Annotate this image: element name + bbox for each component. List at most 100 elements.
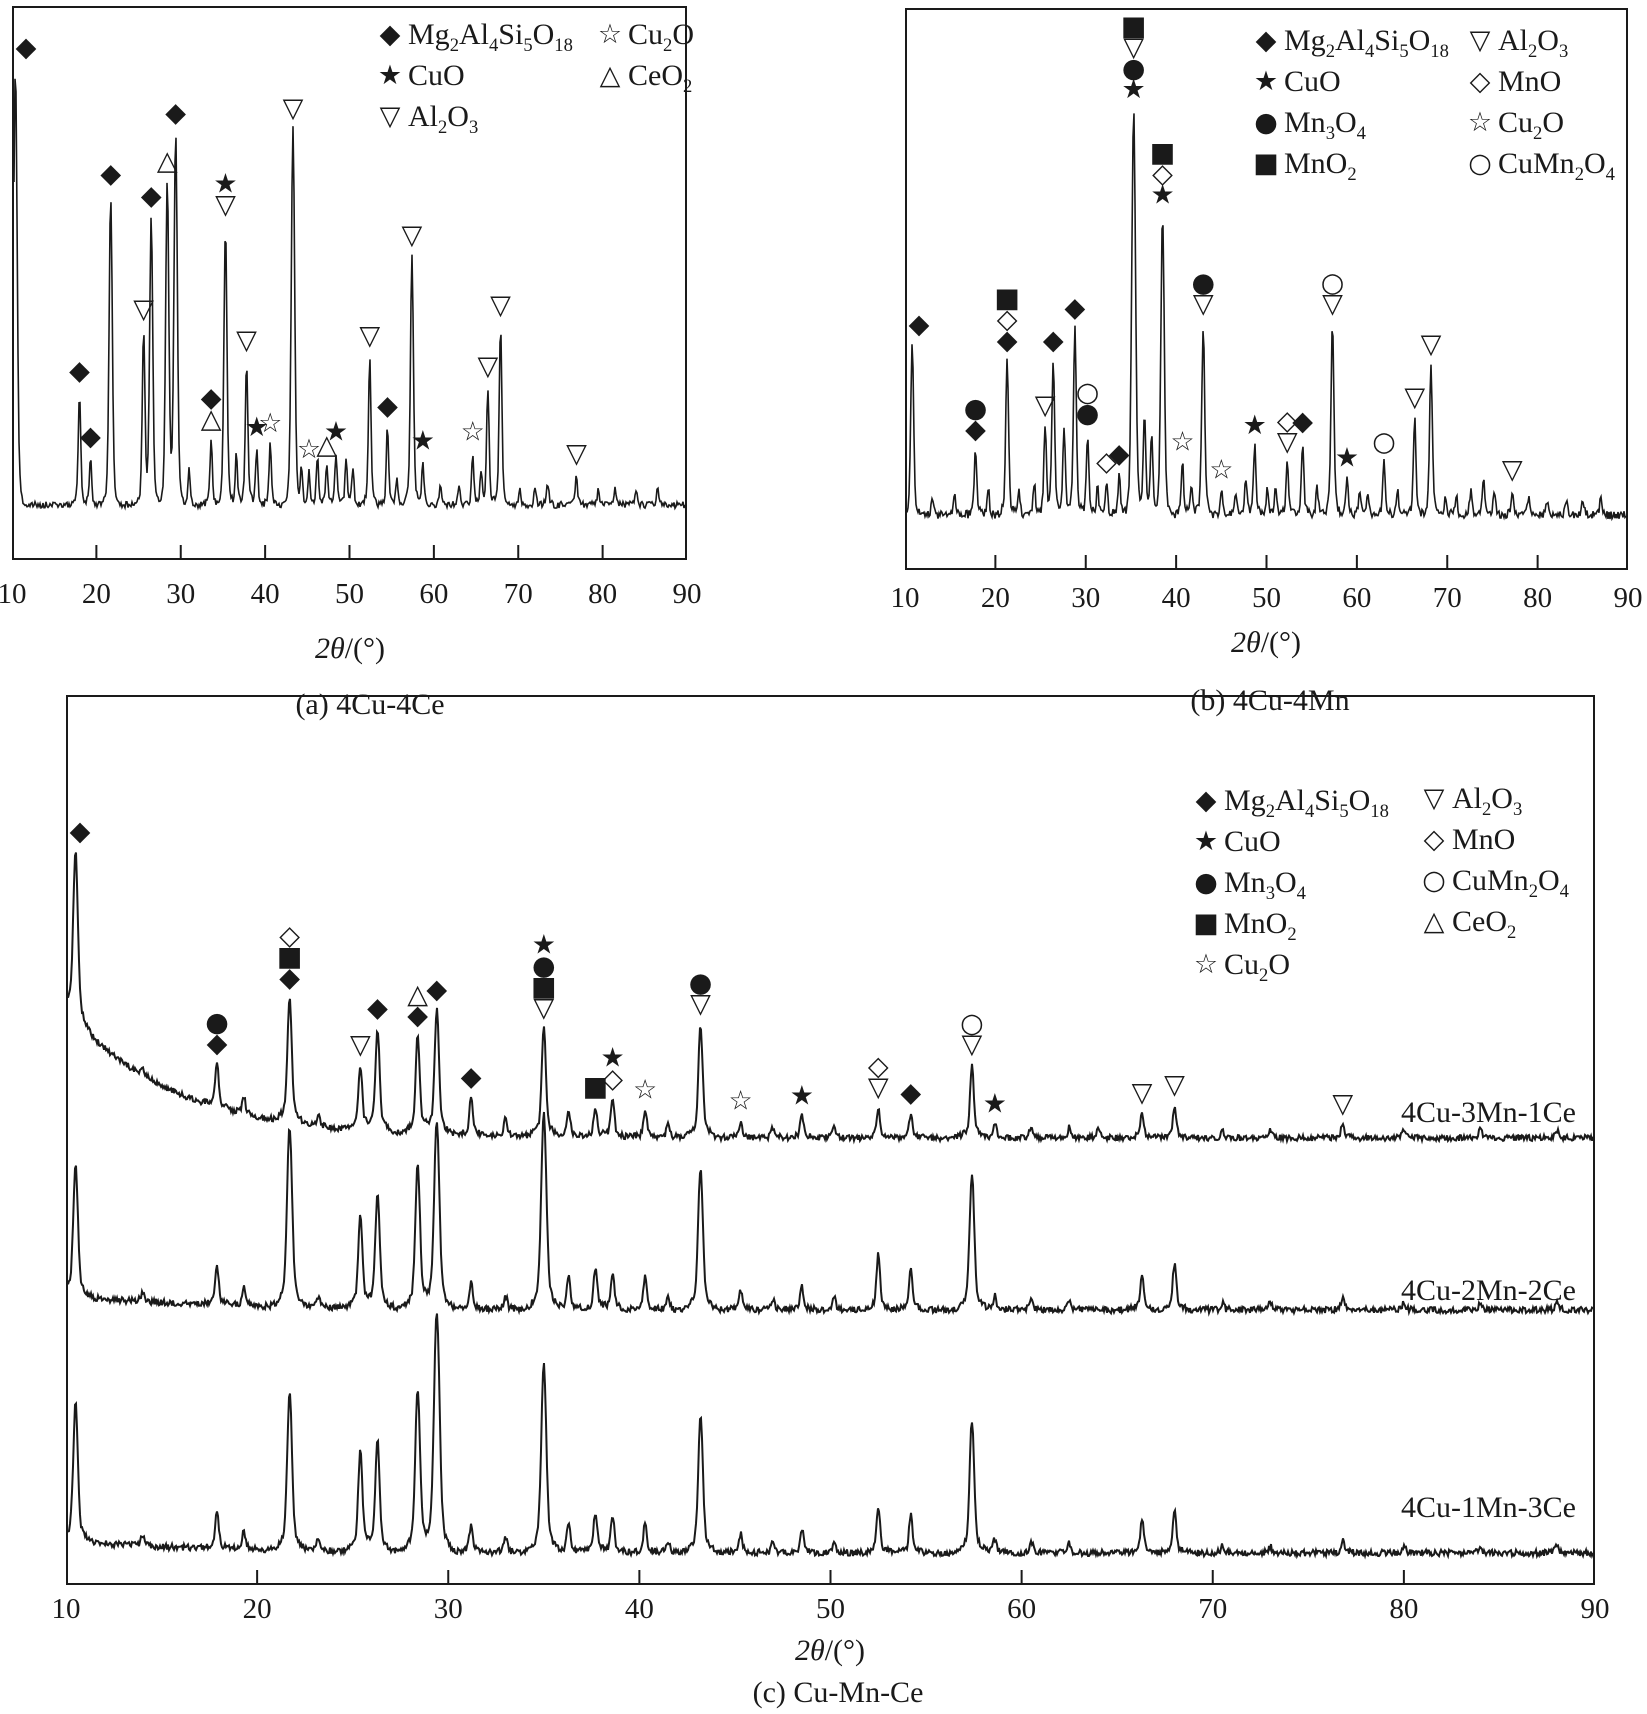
xrd-curve-4Cu-1Mn-3Ce <box>67 1313 1594 1560</box>
panel-a-legend-col-2: ☆ Cu2O △ CeO2 <box>592 14 694 96</box>
filled-circle-icon: ● <box>205 1007 229 1038</box>
filled-star-icon: ★ <box>213 168 237 199</box>
filled-diamond-icon: ◆ <box>900 1078 921 1109</box>
legend-phase-label: MnO2 <box>1224 906 1297 945</box>
filled-diamond-icon: ◆ <box>16 32 37 63</box>
panel-c-legend-col-1: ◆ Mg2Al4Si5O18 ★ CuO ● Mn3O4 ■ MnO2 ☆ Cu2O <box>1188 780 1389 985</box>
open-down-triangle-icon: ▽ <box>1193 289 1214 320</box>
x-tick-label: 70 <box>1198 1593 1228 1625</box>
open-up-triangle-icon: △ <box>407 979 428 1010</box>
filled-star-icon: ★ <box>1335 443 1359 474</box>
filled-diamond-icon: ◆ <box>1065 293 1086 324</box>
legend-phase-label: Cu2O <box>628 17 694 56</box>
open-down-triangle-icon: ▽ <box>490 290 511 321</box>
x-tick-label: 90 <box>672 578 702 610</box>
filled-star-icon: ★ <box>1253 66 1279 97</box>
filled-star-icon: ★ <box>1122 74 1146 105</box>
filled-square-icon: ■ <box>1121 11 1147 42</box>
open-star-icon: ☆ <box>461 417 485 448</box>
filled-diamond-icon: ◆ <box>69 355 90 386</box>
curve-label: 4Cu-1Mn-3Ce <box>1401 1491 1576 1524</box>
open-down-triangle-icon: ▽ <box>566 438 587 469</box>
x-tick-label: 60 <box>1007 1593 1037 1625</box>
open-up-triangle-icon: △ <box>1423 906 1445 937</box>
filled-diamond-icon: ◆ <box>909 309 930 340</box>
filled-star-icon: ★ <box>411 425 435 456</box>
legend-item: ○ CuMn2O4 <box>1462 143 1615 184</box>
filled-circle-icon: ● <box>1194 867 1218 898</box>
open-diamond-icon: ◇ <box>868 1051 889 1082</box>
legend-item: △ CeO2 <box>592 55 694 96</box>
legend-phase-label: Al2O3 <box>1498 23 1569 62</box>
open-down-triangle-icon: ▽ <box>868 1072 889 1103</box>
filled-square-icon: ■ <box>277 941 303 972</box>
open-up-triangle-icon: △ <box>316 430 337 461</box>
open-down-triangle-icon: ▽ <box>1332 1088 1353 1119</box>
legend-item: ★ CuO <box>1248 61 1449 102</box>
legend-phase-label: Mn3O4 <box>1224 865 1306 904</box>
filled-diamond-icon: ◆ <box>1195 785 1217 816</box>
open-star-icon: ☆ <box>1193 949 1219 980</box>
legend-phase-label: CuMn2O4 <box>1452 863 1569 902</box>
x-tick-label: 20 <box>242 1593 272 1625</box>
legend-phase-label: CuO <box>1284 64 1341 98</box>
x-tick-label: 90 <box>1613 582 1643 614</box>
filled-star-icon: ★ <box>1243 410 1267 441</box>
filled-star-icon: ★ <box>1193 826 1219 857</box>
x-tick-label: 30 <box>433 1593 463 1625</box>
open-down-triangle-icon: ▽ <box>1423 783 1445 814</box>
filled-star-icon: ★ <box>245 412 269 443</box>
open-down-triangle-icon: ▽ <box>1421 329 1442 360</box>
x-tick-label: 60 <box>419 578 449 610</box>
open-down-triangle-icon: ▽ <box>359 320 380 351</box>
open-down-triangle-icon: ▽ <box>350 1029 371 1060</box>
open-diamond-icon: ◇ <box>997 304 1018 335</box>
legend-phase-label: CuO <box>1224 824 1281 858</box>
filled-circle-icon: ● <box>689 967 713 998</box>
open-star-icon: ☆ <box>1170 426 1194 457</box>
curve-label: 4Cu-3Mn-1Ce <box>1401 1096 1576 1129</box>
open-down-triangle-icon: ▽ <box>402 220 423 251</box>
legend-phase-label: Mg2Al4Si5O18 <box>1284 23 1449 62</box>
x-tick-label: 60 <box>1342 582 1372 614</box>
filled-circle-icon: ● <box>1122 53 1146 84</box>
filled-diamond-icon: ◆ <box>141 181 162 212</box>
legend-item: ○ CuMn2O4 <box>1416 860 1569 901</box>
open-down-triangle-icon: ▽ <box>283 93 304 124</box>
panel-c-legend-col-2: ▽ Al2O3 ◇ MnO ○ CuMn2O4 △ CeO2 <box>1416 778 1569 942</box>
x-tick-label: 10 <box>51 1593 81 1625</box>
legend-phase-label: MnO <box>1452 822 1516 856</box>
panel-b-legend-col-2: ▽ Al2O3 ◇ MnO ☆ Cu2O ○ CuMn2O4 <box>1462 20 1615 184</box>
filled-circle-icon: ● <box>1191 268 1215 299</box>
open-down-triangle-icon: ▽ <box>533 993 554 1024</box>
filled-star-icon: ★ <box>1150 179 1174 210</box>
open-circle-icon: ○ <box>1076 377 1100 408</box>
legend-phase-label: CuO <box>408 58 465 92</box>
legend-item: ◇ MnO <box>1462 61 1615 102</box>
legend-phase-label: Al2O3 <box>1452 781 1523 820</box>
open-down-triangle-icon: ▽ <box>1277 426 1298 457</box>
filled-diamond-icon: ◆ <box>165 98 186 129</box>
legend-item: ▽ Al2O3 <box>1462 20 1615 61</box>
filled-star-icon: ★ <box>532 930 556 961</box>
xrd-curve-4Cu-2Mn-2Ce <box>67 1111 1594 1317</box>
filled-square-icon: ■ <box>531 972 557 1003</box>
x-tick-label: 10 <box>0 578 27 610</box>
open-up-triangle-icon: △ <box>157 146 178 177</box>
open-up-triangle-icon: △ <box>201 403 222 434</box>
filled-diamond-icon: ◆ <box>1109 439 1130 470</box>
panel-b-plot: ◆●◆■◇◆▽◆◆○●◇◆■▽●★■◇★☆●▽☆★ ◇▽◆○▽★○▽▽▽ <box>905 8 1628 570</box>
open-star-icon: ☆ <box>258 408 282 439</box>
xrd-curve-4Cu-4Mn <box>906 113 1627 522</box>
legend-item: ● Mn3O4 <box>1188 862 1389 903</box>
x-tick-label: 80 <box>588 578 618 610</box>
legend-item: ◆ Mg2Al4Si5O18 <box>1188 780 1389 821</box>
panel-b-legend-col-1: ◆ Mg2Al4Si5O18 ★ CuO ● Mn3O4 ■ MnO2 <box>1248 20 1449 184</box>
open-star-icon: ☆ <box>1467 107 1493 138</box>
legend-item: ★ CuO <box>372 55 573 96</box>
open-down-triangle-icon: ▽ <box>1469 25 1491 56</box>
filled-square-icon: ■ <box>994 283 1020 314</box>
filled-diamond-icon: ◆ <box>207 1028 228 1059</box>
x-tick-label: 90 <box>1580 1593 1610 1625</box>
